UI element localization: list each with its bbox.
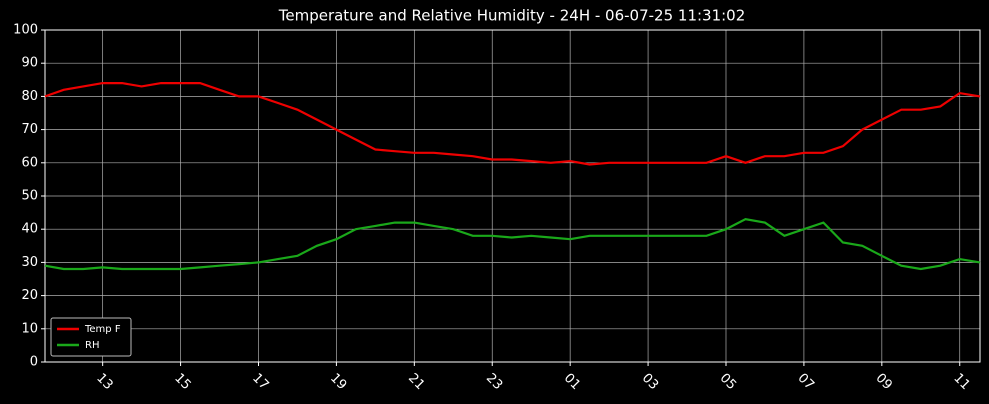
plot-frame [44, 29, 981, 363]
y-tick-label: 0 [30, 355, 38, 370]
y-tick-label: 10 [21, 321, 38, 336]
data-line [44, 82, 981, 166]
y-tick-label: 60 [21, 155, 38, 170]
y-tick-label: 70 [21, 122, 38, 137]
y-tick-label: 30 [21, 255, 38, 270]
data-line [44, 218, 981, 271]
legend-label: RH [85, 340, 99, 351]
y-tick-label: 90 [21, 56, 38, 71]
y-tick-label: 20 [21, 288, 38, 303]
y-tick-label: 50 [21, 189, 38, 204]
y-tick-label: 100 [13, 23, 38, 38]
y-tick-label: 40 [21, 222, 38, 237]
y-tick-label: 80 [21, 89, 38, 104]
legend-label: Temp F [84, 324, 121, 335]
legend-box [50, 317, 132, 357]
chart-title: Temperature and Relative Humidity - 24H … [278, 7, 746, 25]
